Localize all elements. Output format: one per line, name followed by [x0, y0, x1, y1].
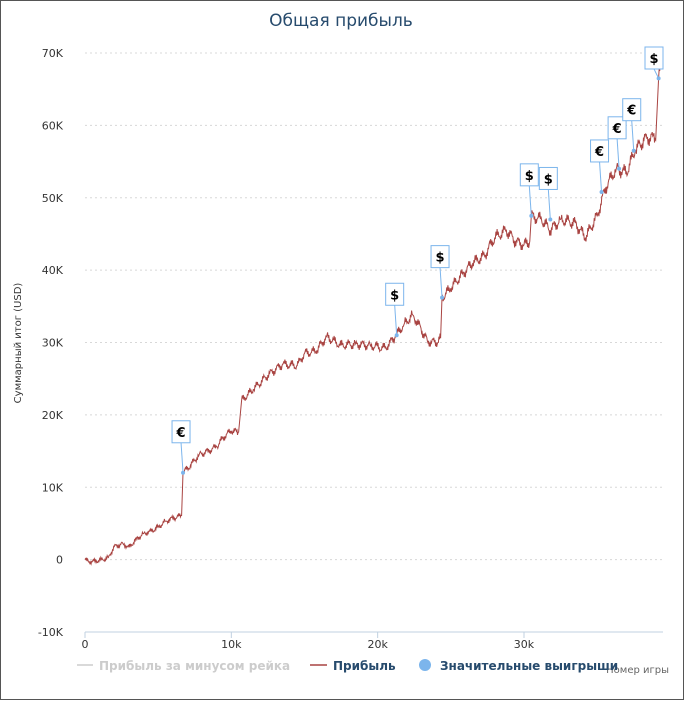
flag-box: [519, 163, 539, 187]
legend-swatch-big-wins: [419, 659, 431, 671]
y-tick-label: 0: [56, 554, 63, 567]
big-win-point: [394, 333, 399, 338]
flag-label: $: [544, 172, 553, 187]
y-tick-label: 60K: [42, 119, 64, 132]
x-tick-label: 0: [82, 638, 89, 651]
profit-line: [84, 56, 664, 566]
flag-label: $: [390, 288, 399, 303]
big-win-point: [181, 470, 186, 475]
y-tick-label: 30K: [42, 337, 64, 350]
flag-stem: [394, 305, 398, 336]
flag-box: [430, 245, 450, 269]
series-layer: [84, 56, 664, 566]
y-tick-label: 70K: [42, 47, 64, 60]
flag-stem: [547, 189, 551, 220]
x-tick-label: 20k: [367, 638, 388, 651]
legend-label-rake: Прибыль за минусом рейка: [99, 659, 290, 673]
y-tick-label: -10K: [38, 626, 64, 639]
flag-label: $: [525, 169, 534, 184]
flag-label: €: [594, 145, 604, 160]
flag-box: [171, 420, 191, 444]
y-tick-label: 50K: [42, 192, 64, 205]
x-tick-label: 30k: [514, 638, 535, 651]
flag-box: [607, 116, 627, 140]
legend-label-big-wins: Значительные выигрыши: [440, 659, 618, 673]
big-win-point: [440, 295, 445, 300]
big-win-point: [548, 217, 553, 222]
x-tick-label: 10k: [221, 638, 242, 651]
big-win-point: [631, 148, 636, 153]
big-win-point: [617, 166, 622, 171]
legend-item-big-wins[interactable]: Значительные выигрыши: [419, 659, 618, 673]
big-win-point: [656, 76, 661, 81]
y-axis-label: Суммарный итог (USD): [13, 283, 24, 404]
flag-stem: [616, 138, 620, 169]
flag-stem: [528, 185, 532, 216]
flag-box: [385, 282, 405, 306]
flag-label: €: [626, 104, 636, 119]
flag-box: [644, 46, 664, 70]
big-win-point: [599, 189, 604, 194]
flag-label: €: [612, 122, 622, 137]
flag-stem: [599, 161, 603, 192]
grid-layer: [85, 52, 663, 633]
x-axis-label: Номер игры: [606, 665, 669, 676]
legend-label-profit: Прибыль: [333, 659, 396, 673]
y-tick-label: 20K: [42, 409, 64, 422]
chart-title: Общая прибыль: [269, 11, 413, 31]
big-win-point: [529, 213, 534, 218]
flag-label: $: [436, 251, 445, 266]
flag-stem: [180, 442, 184, 473]
legend-item-rake[interactable]: Прибыль за минусом рейка: [77, 659, 290, 673]
flag-label: $: [649, 52, 658, 67]
flag-stem: [631, 120, 635, 151]
flag-box: [538, 166, 558, 190]
flag-label: €: [176, 426, 186, 441]
flag-box: [590, 139, 610, 163]
axis-layer: -10K 0 10K 20K 30K 40K 50K 60K 70K 0 10k 20k 30k: [38, 47, 663, 651]
flag-box: [622, 98, 642, 122]
legend: Прибыль за минусом рейка Прибыль Значите…: [77, 659, 618, 673]
flag-layer: € $ $ $ $ € € € $: [171, 46, 664, 475]
y-tick-label: 40K: [42, 264, 64, 277]
y-tick-label: 10K: [42, 481, 64, 494]
flag-stem: [439, 267, 443, 298]
legend-item-profit[interactable]: Прибыль: [310, 659, 396, 673]
